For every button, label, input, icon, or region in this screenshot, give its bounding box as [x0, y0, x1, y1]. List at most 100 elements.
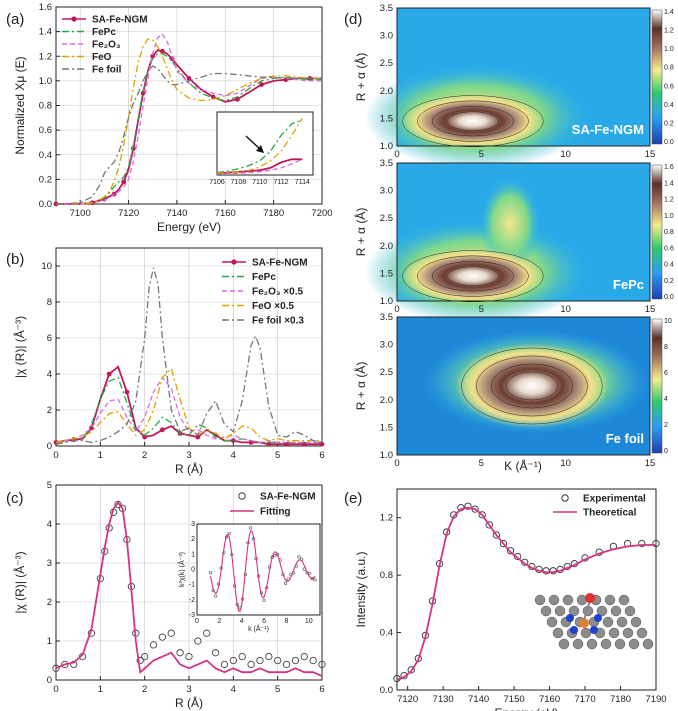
x-tick-label: 7140: [166, 208, 187, 219]
panel-a-series-0-point: [186, 76, 192, 81]
panel-a-inset-x-tick: 7114: [295, 179, 310, 186]
wavelet-y-tick: 1.5: [380, 113, 393, 124]
colorbar-tick: 6: [664, 370, 668, 377]
x-tick-label: 7140: [468, 694, 489, 705]
colorbar-tick: 1.4: [664, 9, 674, 16]
wavelet-contour: [476, 355, 588, 417]
wavelet-y-tick: 1.0: [380, 450, 393, 461]
panel-e-series-1-line: [396, 506, 656, 681]
wavelet-contour: [402, 250, 544, 303]
panel-c-inset-fit-line: [209, 530, 316, 613]
wavelet-halo-secondary: [480, 177, 541, 270]
x-tick-label: 7180: [263, 208, 284, 219]
panel-c-series-0-point: [52, 664, 60, 672]
panel-c-series-0-point: [291, 656, 300, 665]
panel-c-series-0-point: [300, 652, 308, 661]
x-tick-label: 3: [186, 450, 191, 461]
panel-e-series-0-point: [506, 547, 515, 555]
panel-c-inset-y-tick: -3: [189, 612, 195, 619]
wavelet-x-tick: 10: [560, 149, 571, 160]
panel-c-inset-y-tick: -2: [189, 597, 195, 604]
panel-c-inset-data-point: [262, 598, 266, 602]
wavelet-x-tick: 15: [645, 304, 656, 315]
wavelet-x-tick: 0: [394, 304, 399, 315]
carbon-atom: [534, 594, 546, 606]
carbon-atom: [596, 605, 608, 617]
panel-label: (a): [6, 11, 24, 28]
wavelet-y-label: R + α (Å): [353, 53, 368, 102]
y-axis-label: Intensity (a.u.): [354, 551, 368, 627]
wavelet-y-tick: 3.0: [380, 340, 393, 351]
panel-label: (e): [344, 490, 362, 507]
x-tick-label: 1: [98, 684, 103, 695]
wavelet-y-tick: 1.5: [380, 268, 393, 279]
wavelet-peak: [400, 248, 545, 305]
panel-b-series-3-line: [55, 367, 322, 444]
y-tick-label: 1.6: [39, 2, 52, 13]
panel-a-inset-x-tick: 7112: [273, 179, 288, 186]
panel-b-series-1-line: [55, 376, 322, 445]
panel-a-series-0-point: [234, 96, 240, 102]
panel-b-series-0-point: [106, 371, 112, 377]
carbon-atom: [636, 627, 648, 639]
carbon-atom: [568, 605, 580, 617]
carbon-atom: [602, 616, 614, 628]
carbon-atom: [624, 605, 636, 617]
panel-c-inset-data-point: [208, 571, 213, 575]
carbon-atom: [610, 605, 622, 617]
iron-atom: [579, 618, 589, 628]
y-tick-label: 1.4: [39, 27, 52, 38]
x-tick-label: 3: [186, 684, 191, 695]
wavelet-contour: [417, 100, 529, 142]
panel-c-inset-x-label: k (Å⁻¹): [248, 624, 269, 633]
carbon-atom: [630, 616, 642, 628]
x-tick-label: 5: [275, 684, 280, 695]
panel-c-inset-x-tick: 0: [195, 618, 199, 625]
colorbar-tick: 2: [664, 422, 668, 429]
y-tick-label: 0: [47, 441, 52, 452]
wavelet-y-tick: 1.5: [380, 422, 393, 433]
panel-c-series-0-point: [318, 660, 326, 669]
panel-c-series-0-point: [238, 652, 246, 661]
wavelet-map-2: [396, 316, 663, 456]
nitrogen-atom: [566, 614, 574, 622]
wavelet-y-label: R + α (Å): [353, 362, 368, 411]
panel-c-inset-frame: [196, 523, 321, 616]
y-tick-label: 0.6: [39, 125, 52, 136]
panel-e-series-0-point: [407, 666, 415, 674]
panel-a-legend-label: FePc: [92, 27, 116, 38]
y-tick-label: 0: [47, 675, 52, 686]
colorbar-tick: 4: [664, 396, 668, 403]
x-tick-label: 1: [98, 450, 103, 461]
y-tick-label: 0.4: [39, 150, 52, 161]
wavelet-y-tick: 2.5: [380, 213, 393, 224]
panel-c-series-0-point: [141, 652, 149, 661]
y-tick-label: 10: [41, 261, 52, 272]
wavelet-peak: [400, 93, 545, 150]
y-tick-label: 4: [47, 369, 52, 380]
panel-c-series-0-point: [211, 649, 220, 657]
panel-e-series-0-point: [499, 539, 508, 548]
panel-a-inset-x-tick: 7106: [209, 179, 225, 186]
carbon-atom: [552, 627, 564, 639]
panel-c-inset-data-point: [308, 571, 312, 575]
panel-e-legend-label: Theoretical: [583, 508, 637, 519]
carbon-atom: [614, 638, 626, 650]
panel-c-series-0-point: [136, 656, 144, 665]
panel-c-inset-data-point: [283, 581, 288, 585]
panel-a-legend-label: SA-Fe-NGM: [92, 15, 148, 26]
wavelet-map-0: [364, 7, 663, 170]
x-axis-label: R (Å): [175, 695, 203, 710]
carbon-atom: [586, 638, 598, 650]
y-tick-label: 1: [47, 636, 52, 647]
x-tick-label: 7120: [397, 694, 418, 705]
panel-a-series-3-line: [56, 38, 322, 205]
colorbar-tick: 0.4: [664, 102, 674, 109]
wavelet-x-label: K (Å⁻¹): [504, 458, 542, 473]
panel-b-legend-label: SA-Fe-NGM: [252, 258, 308, 269]
carbon-atom: [622, 627, 634, 639]
panel-b-legend-label: FeO ×0.5: [252, 301, 294, 312]
wavelet-peak: [455, 344, 608, 428]
colorbar-tick: 0.8: [664, 229, 674, 236]
panel-c-legend-label: Fitting: [260, 507, 291, 518]
